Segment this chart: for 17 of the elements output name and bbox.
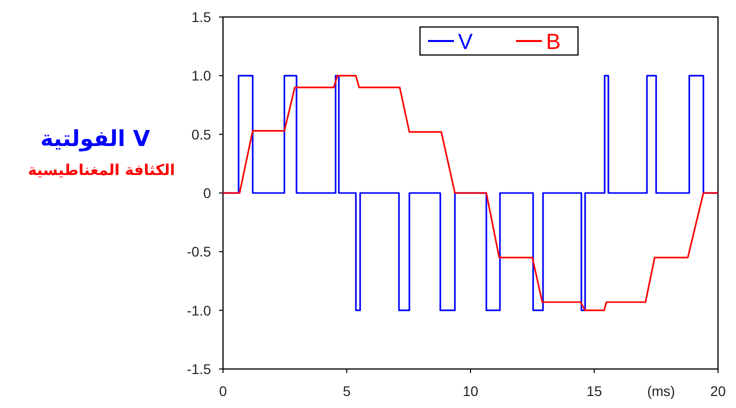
x-tick-label: 0 <box>219 383 228 399</box>
y-tick-label: -1.5 <box>186 361 212 377</box>
x-tick-label: 15 <box>586 383 602 399</box>
y-tick-label: -1.0 <box>186 302 212 318</box>
y-tick-label: 0 <box>203 185 212 201</box>
x-tick-label: 10 <box>462 383 478 399</box>
x-tick-label: 5 <box>342 383 351 399</box>
x-tick-label: 20 <box>710 383 726 399</box>
x-axis-title: (ms) <box>647 383 676 399</box>
y-tick-label: 0.5 <box>192 126 212 142</box>
y-tick-label: -0.5 <box>186 244 212 260</box>
y-tick-label: 1.5 <box>192 9 212 25</box>
y-tick-label: 1.0 <box>192 68 212 84</box>
text: الكثافة المغناطيسية <box>28 161 175 179</box>
legend-label: B <box>546 29 561 54</box>
text: V الفولتية <box>40 127 150 152</box>
legend-label: V <box>458 29 473 54</box>
